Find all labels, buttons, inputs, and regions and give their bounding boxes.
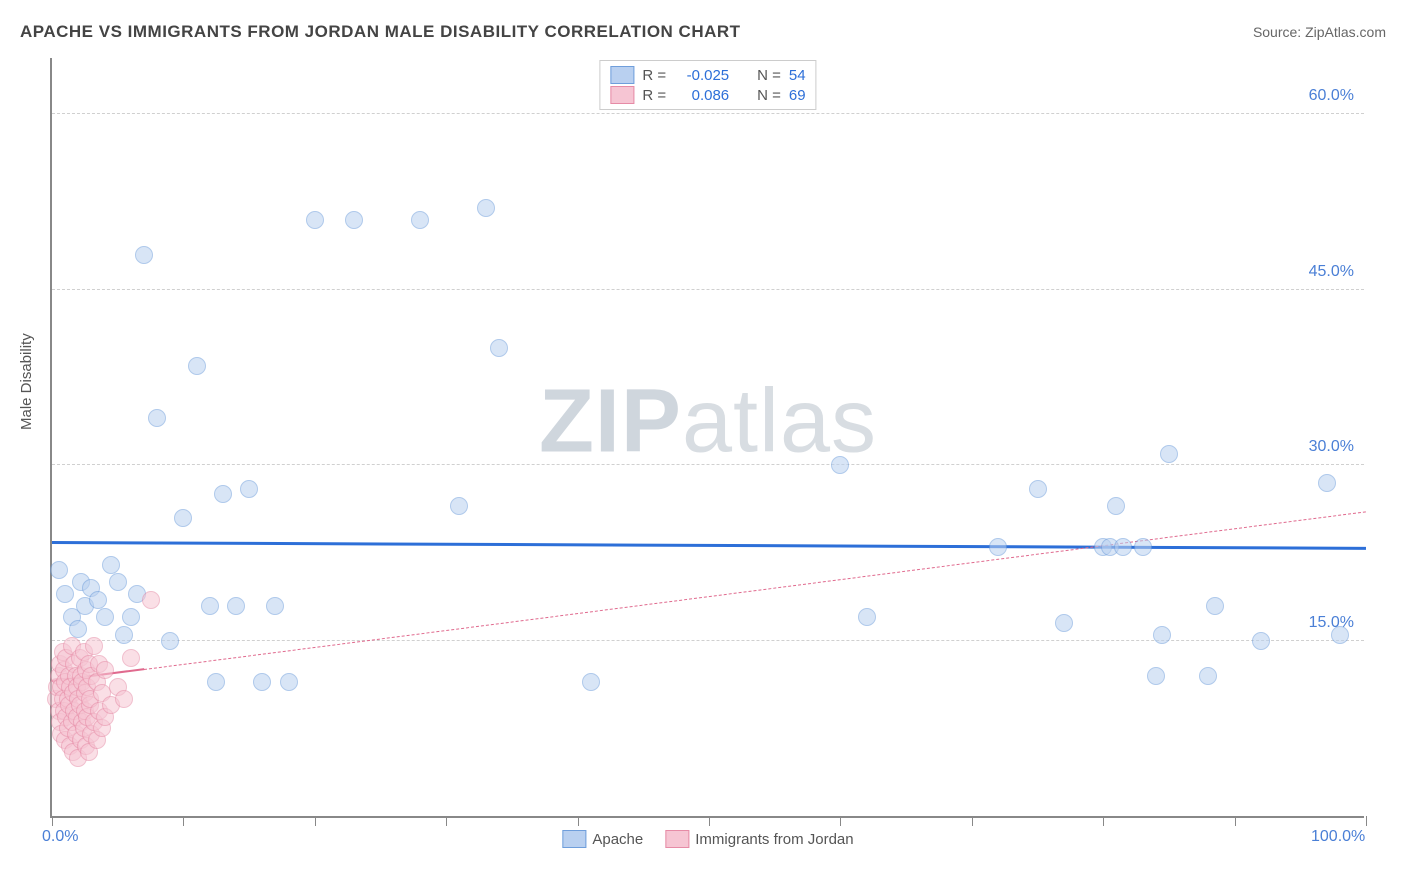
data-point [96,608,114,626]
legend-r-label: R = [642,87,666,104]
data-point [1199,667,1217,685]
legend-item: Apache [562,830,643,848]
data-point [490,339,508,357]
data-point [1206,597,1224,615]
x-tick [840,816,841,826]
data-point [148,409,166,427]
trend-line [52,541,1366,550]
data-point [1114,538,1132,556]
data-point [306,211,324,229]
data-point [1055,614,1073,632]
data-point [989,538,1007,556]
data-point [1160,445,1178,463]
x-tick [52,816,53,826]
data-point [858,608,876,626]
data-point [1331,626,1349,644]
y-tick-label: 45.0% [1309,263,1354,281]
chart-title: APACHE VS IMMIGRANTS FROM JORDAN MALE DI… [20,22,741,42]
data-point [85,637,103,655]
data-point [96,661,114,679]
x-tick-label: 0.0% [42,828,78,846]
legend-swatch [610,86,634,104]
data-point [1147,667,1165,685]
gridline [52,464,1364,465]
watermark: ZIPatlas [539,370,877,473]
x-tick [183,816,184,826]
y-axis-label: Male Disability [18,333,35,430]
legend-row: R = 0.086 N = 69 [610,85,805,105]
data-point [266,597,284,615]
data-point [1107,497,1125,515]
legend-correlation: R = -0.025 N = 54 R = 0.086 N = 69 [599,60,816,110]
x-tick-label: 100.0% [1311,828,1365,846]
data-point [122,649,140,667]
x-tick [1235,816,1236,826]
x-tick [1366,816,1367,826]
data-point [207,673,225,691]
data-point [1153,626,1171,644]
gridline [52,289,1364,290]
legend-swatch [665,830,689,848]
data-point [582,673,600,691]
data-point [69,620,87,638]
legend-r-value: -0.025 [674,67,729,84]
data-point [135,246,153,264]
data-point [1029,480,1047,498]
data-point [89,591,107,609]
data-point [201,597,219,615]
legend-n-value: 69 [789,87,806,104]
data-point [109,573,127,591]
legend-series: Apache Immigrants from Jordan [562,830,853,848]
data-point [450,497,468,515]
legend-n-label: N = [757,67,781,84]
y-tick-label: 60.0% [1309,87,1354,105]
legend-swatch [562,830,586,848]
x-tick [315,816,316,826]
data-point [345,211,363,229]
x-tick [1103,816,1104,826]
data-point [253,673,271,691]
legend-label: Apache [592,831,643,848]
legend-row: R = -0.025 N = 54 [610,65,805,85]
data-point [188,357,206,375]
data-point [56,585,74,603]
data-point [174,509,192,527]
trend-line [144,511,1366,670]
data-point [50,561,68,579]
x-tick [972,816,973,826]
x-tick [578,816,579,826]
data-point [115,626,133,644]
legend-r-value: 0.086 [674,87,729,104]
legend-n-label: N = [757,87,781,104]
data-point [227,597,245,615]
data-point [240,480,258,498]
data-point [1318,474,1336,492]
y-tick-label: 30.0% [1309,438,1354,456]
plot-area: ZIPatlas R =-0.025N = 54R =0.086N = 69 A… [50,58,1364,818]
data-point [477,199,495,217]
data-point [1252,632,1270,650]
legend-swatch [610,66,634,84]
data-point [1134,538,1152,556]
legend-n-value: 54 [789,67,806,84]
data-point [411,211,429,229]
data-point [161,632,179,650]
data-point [214,485,232,503]
data-point [115,690,133,708]
legend-item: Immigrants from Jordan [665,830,853,848]
x-tick [709,816,710,826]
legend-r-label: R = [642,67,666,84]
data-point [142,591,160,609]
gridline [52,113,1364,114]
data-point [831,456,849,474]
data-point [122,608,140,626]
legend-label: Immigrants from Jordan [695,831,853,848]
x-tick [446,816,447,826]
source-attribution: Source: ZipAtlas.com [1253,24,1386,40]
data-point [102,556,120,574]
data-point [280,673,298,691]
